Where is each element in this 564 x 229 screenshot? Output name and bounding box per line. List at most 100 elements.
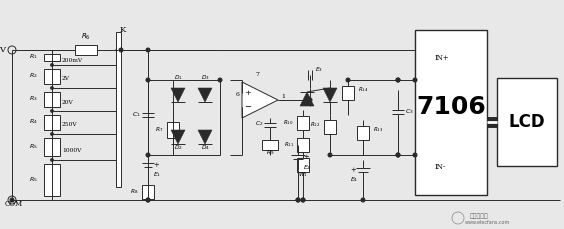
Text: V: V	[0, 46, 5, 54]
Text: +: +	[153, 161, 159, 169]
Text: IN-: IN-	[435, 163, 446, 171]
Text: $R_5$: $R_5$	[29, 142, 38, 151]
Bar	[297, 138, 309, 152]
Text: 6: 6	[235, 93, 239, 98]
Polygon shape	[198, 130, 212, 144]
Text: $W_1$: $W_1$	[298, 171, 308, 180]
Text: LCD: LCD	[509, 113, 545, 131]
Bar	[44, 115, 60, 130]
Text: 2V: 2V	[62, 76, 70, 82]
Text: $R_{13}$: $R_{13}$	[373, 125, 384, 134]
Circle shape	[328, 153, 332, 157]
Text: $E_2$: $E_2$	[303, 164, 311, 172]
Circle shape	[396, 153, 400, 157]
Bar	[44, 164, 60, 196]
Circle shape	[396, 78, 400, 82]
Polygon shape	[198, 88, 212, 102]
Bar	[262, 140, 278, 150]
Text: $R_{12}$: $R_{12}$	[310, 120, 320, 129]
Text: $R_1$: $R_1$	[29, 52, 38, 61]
Bar	[297, 158, 309, 172]
Polygon shape	[171, 88, 185, 102]
Circle shape	[413, 78, 417, 82]
Bar	[167, 122, 179, 138]
Circle shape	[346, 78, 350, 82]
Bar	[324, 120, 336, 134]
Text: 1: 1	[281, 95, 285, 99]
Text: 1000V: 1000V	[62, 147, 81, 153]
Text: $D_2$: $D_2$	[174, 144, 182, 153]
Text: $R_9$: $R_9$	[266, 149, 274, 158]
Circle shape	[218, 78, 222, 82]
Text: $E_1$: $E_1$	[153, 171, 161, 180]
Text: −: −	[245, 103, 252, 111]
Text: $R_3$: $R_3$	[29, 95, 38, 104]
Text: $R_8$: $R_8$	[130, 188, 138, 196]
Circle shape	[51, 133, 53, 135]
Text: $C_1$: $C_1$	[133, 111, 141, 120]
Text: IN+: IN+	[435, 54, 450, 62]
Circle shape	[301, 198, 305, 202]
Text: $R_{11}$: $R_{11}$	[284, 141, 294, 150]
Text: 电子发烧友: 电子发烧友	[470, 213, 489, 219]
Bar	[142, 185, 154, 199]
Text: $R_4$: $R_4$	[29, 117, 38, 126]
Circle shape	[146, 198, 150, 202]
Text: $E_3$: $E_3$	[315, 65, 323, 74]
Text: $D_4$: $D_4$	[201, 144, 209, 153]
Text: $R_5$: $R_5$	[29, 176, 38, 184]
Text: $C_2$: $C_2$	[255, 120, 263, 128]
Bar	[297, 116, 309, 130]
Text: $E_4$: $E_4$	[350, 176, 358, 184]
Bar	[44, 69, 60, 84]
Bar	[415, 30, 487, 195]
Circle shape	[296, 198, 300, 202]
Bar	[357, 126, 369, 140]
Bar	[497, 78, 557, 166]
Text: 250V: 250V	[62, 123, 78, 128]
Circle shape	[396, 153, 400, 157]
Polygon shape	[171, 130, 185, 144]
Text: $R_{14}$: $R_{14}$	[358, 86, 368, 94]
Text: 7: 7	[255, 73, 259, 77]
Circle shape	[296, 198, 300, 202]
Circle shape	[51, 159, 53, 161]
Text: $R_7$: $R_7$	[155, 125, 163, 134]
Circle shape	[308, 98, 312, 102]
Text: +: +	[350, 166, 356, 174]
Text: $D_3$: $D_3$	[201, 74, 209, 82]
Bar	[116, 32, 121, 187]
Text: 20V: 20V	[62, 99, 74, 104]
Circle shape	[146, 48, 150, 52]
Bar	[75, 45, 97, 55]
Text: www.elecfans.com: www.elecfans.com	[465, 220, 510, 224]
Circle shape	[146, 153, 150, 157]
Circle shape	[119, 48, 123, 52]
Bar	[44, 92, 60, 107]
Text: $C_3$: $C_3$	[405, 108, 414, 117]
Polygon shape	[242, 82, 278, 118]
Text: +: +	[303, 153, 309, 161]
Circle shape	[301, 198, 305, 202]
Text: COM: COM	[5, 200, 23, 208]
Bar	[44, 138, 60, 156]
Text: +: +	[245, 89, 252, 97]
Circle shape	[146, 78, 150, 82]
Text: $R_{10}$: $R_{10}$	[284, 119, 294, 128]
Text: 200mV: 200mV	[62, 57, 83, 63]
Text: $R_6$: $R_6$	[81, 32, 91, 42]
Text: K: K	[120, 26, 126, 34]
Circle shape	[51, 64, 53, 66]
Circle shape	[413, 153, 417, 157]
Circle shape	[10, 198, 14, 202]
Text: $R_2$: $R_2$	[29, 71, 38, 80]
Circle shape	[51, 110, 53, 112]
Circle shape	[146, 198, 150, 202]
Bar	[44, 54, 60, 61]
Circle shape	[116, 48, 120, 52]
Polygon shape	[323, 88, 337, 102]
Bar	[342, 86, 354, 100]
Text: $D_1$: $D_1$	[174, 74, 182, 82]
Circle shape	[361, 198, 365, 202]
Circle shape	[396, 78, 400, 82]
